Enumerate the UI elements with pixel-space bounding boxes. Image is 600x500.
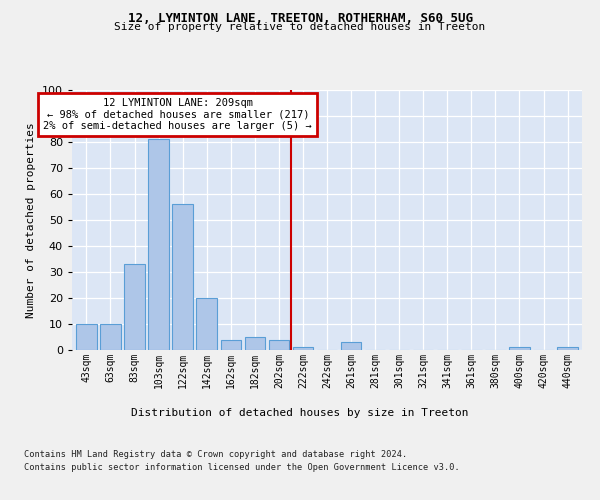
- Bar: [293, 348, 313, 350]
- Bar: [76, 324, 97, 350]
- Bar: [100, 324, 121, 350]
- Bar: [148, 140, 169, 350]
- Bar: [557, 348, 578, 350]
- Text: Contains public sector information licensed under the Open Government Licence v3: Contains public sector information licen…: [24, 462, 460, 471]
- Bar: [269, 340, 289, 350]
- Text: Size of property relative to detached houses in Treeton: Size of property relative to detached ho…: [115, 22, 485, 32]
- Bar: [172, 204, 193, 350]
- Bar: [124, 264, 145, 350]
- Text: Contains HM Land Registry data © Crown copyright and database right 2024.: Contains HM Land Registry data © Crown c…: [24, 450, 407, 459]
- Bar: [221, 340, 241, 350]
- Y-axis label: Number of detached properties: Number of detached properties: [26, 122, 37, 318]
- Text: 12, LYMINTON LANE, TREETON, ROTHERHAM, S60 5UG: 12, LYMINTON LANE, TREETON, ROTHERHAM, S…: [128, 12, 473, 26]
- Bar: [196, 298, 217, 350]
- Text: 12 LYMINTON LANE: 209sqm
← 98% of detached houses are smaller (217)
2% of semi-d: 12 LYMINTON LANE: 209sqm ← 98% of detach…: [43, 98, 312, 131]
- Bar: [509, 348, 530, 350]
- Bar: [245, 337, 265, 350]
- Bar: [341, 342, 361, 350]
- Text: Distribution of detached houses by size in Treeton: Distribution of detached houses by size …: [131, 408, 469, 418]
